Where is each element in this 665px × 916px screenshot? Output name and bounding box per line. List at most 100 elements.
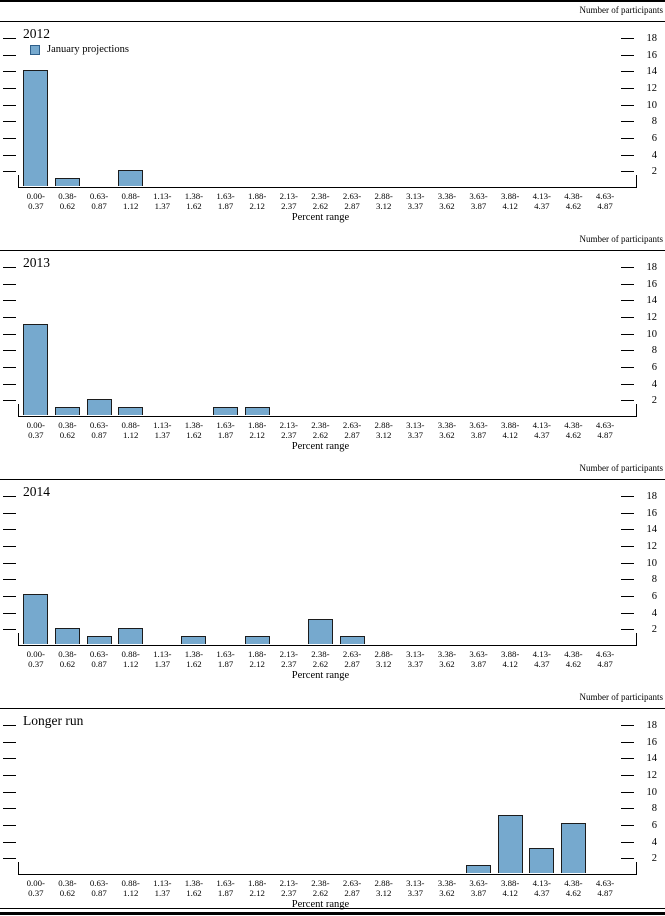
x-tick-label-line1: 3.63- (469, 649, 488, 659)
y-tick-left (3, 758, 16, 760)
y-tick-left (3, 808, 16, 810)
bar-0.38-0.62 (54, 407, 80, 416)
x-tick-label: 0.38- 0.62 (52, 420, 84, 440)
y-tick-right (621, 629, 634, 631)
x-tick-label-line2: 3.62 (439, 201, 455, 211)
bar-slot (336, 28, 368, 186)
y-tick-label: 12 (646, 541, 658, 552)
x-tick-label-line2: 3.87 (470, 430, 487, 440)
x-tick-label: 0.38- 0.62 (52, 649, 84, 669)
x-tick-label-line1: 2.88- (374, 191, 393, 201)
bar-4.13-4.37 (529, 848, 555, 874)
x-tick-label-line2: 3.87 (470, 659, 487, 669)
y-tick-label: 6 (651, 820, 657, 831)
y-tick-label: 16 (646, 507, 658, 519)
bars-row (20, 486, 621, 645)
x-tick-label-line2: 2.87 (344, 888, 360, 898)
x-tick-label-line1: 1.63- (216, 191, 235, 201)
x-tick-label-line2: 4.87 (597, 888, 613, 898)
bar-0.38-0.62 (54, 627, 80, 645)
y-tick-right (621, 383, 634, 385)
y-tick-right (621, 104, 634, 106)
y-tick-label: 14 (646, 524, 658, 536)
bar-slot (115, 486, 147, 645)
panel-header-rule (0, 708, 665, 709)
x-tick-label-line1: 0.63- (89, 420, 109, 430)
x-tick-label-line2: 4.87 (597, 201, 613, 211)
x-tick-label-line2: 4.37 (534, 888, 550, 898)
bar-0.63-0.87 (86, 398, 112, 416)
x-tick-label-line1: 2.13- (279, 420, 298, 430)
y-tick-label: 12 (646, 770, 658, 781)
x-tick-label: 4.13- 4.37 (526, 878, 558, 898)
x-tick-label: 0.38- 0.62 (52, 191, 84, 211)
x-tick-label: 2.13- 2.37 (273, 649, 305, 669)
x-tick-label-line1: 1.38- (184, 420, 204, 430)
x-tick-label-line2: 2.37 (281, 659, 297, 669)
y-tick-label: 18 (646, 491, 658, 502)
x-tick-label: 4.63- 4.87 (589, 420, 621, 440)
x-tick-labels-row: 0.00- 0.37 0.38- 0.62 0.63- 0.87 0.88- 1.12 1.13… (20, 649, 621, 669)
bottom-rule-thick (0, 912, 665, 915)
x-tick-label-line2: 2.62 (312, 430, 329, 440)
x-tick-label: 4.63- 4.87 (589, 191, 621, 211)
bar-0.38-0.62 (54, 178, 80, 187)
x-tick-label: 2.88- 3.12 (368, 191, 400, 211)
x-tick-label: 4.13- 4.37 (526, 420, 558, 440)
x-tick-label: 3.63- 3.87 (463, 420, 495, 440)
x-tick-label-line1: 4.13- (532, 191, 551, 201)
panel-header-rule (0, 250, 665, 251)
x-tick-label-line1: 1.13- (153, 649, 172, 659)
y-tick-left (3, 300, 16, 302)
x-tick-label-line1: 0.38- (58, 649, 77, 659)
x-tick-label-line1: 2.88- (374, 649, 393, 659)
x-tick-label-line1: 3.38- (437, 420, 457, 430)
x-tick-label-line2: 1.62 (186, 430, 202, 440)
y-tick-right (621, 858, 634, 860)
panel-2014: Number of participants 2014 2 4 6 8 10 12 14 16… (0, 458, 665, 687)
x-tick-label: 0.00- 0.37 (20, 191, 52, 211)
bar-slot (147, 715, 179, 873)
x-tick-label-line1: 0.00- (26, 878, 45, 888)
bar-slot (273, 257, 305, 415)
x-tick-label: 3.13- 3.37 (400, 649, 432, 669)
x-tick-label: 4.38- 4.62 (558, 878, 590, 898)
x-tick-label: 3.63- 3.87 (463, 878, 495, 898)
y-tick-right (621, 350, 634, 352)
x-tick-label-line2: 1.87 (217, 430, 234, 440)
y-tick-right (621, 400, 634, 402)
y-tick-right (621, 333, 634, 335)
bar-slot (20, 715, 52, 873)
x-tick-label-line1: 2.88- (374, 878, 393, 888)
x-tick-label-line1: 2.13- (279, 649, 298, 659)
bar-3.88-4.12 (497, 815, 523, 874)
y-tick-left (3, 138, 16, 139)
x-tick-label-line1: 2.13- (279, 878, 298, 888)
x-tick-label-line1: 1.88- (248, 191, 267, 201)
bars-row (20, 28, 621, 187)
bar-slot (336, 715, 368, 873)
bar-slot (431, 28, 463, 186)
bar-2.38-2.62 (307, 619, 333, 645)
x-tick-label-line1: 1.38- (184, 649, 204, 659)
x-tick-label-line1: 3.13- (406, 191, 425, 201)
bar-slot (210, 715, 242, 873)
y-tick-left (3, 562, 16, 564)
x-tick-label-line1: 2.63- (342, 649, 362, 659)
y-tick-left (3, 725, 16, 726)
y-tick-label: 14 (646, 753, 658, 765)
bar-1.88-2.12 (244, 636, 270, 645)
x-tick-label-line1: 3.88- (501, 878, 520, 888)
x-tick-label-line2: 1.62 (186, 659, 202, 669)
y-tick-left (3, 612, 16, 614)
x-axis-title: Percent range (291, 212, 350, 223)
x-tick-label-line1: 4.63- (595, 649, 615, 659)
x-tick-label: 1.38- 1.62 (178, 420, 210, 440)
x-tick-label-line1: 1.13- (153, 420, 172, 430)
panel-2012: Number of participants 2012 January proj… (0, 0, 665, 229)
x-tick-label-line1: 3.13- (406, 878, 425, 888)
bar-slot (178, 257, 210, 415)
x-tick-label-line2: 1.62 (186, 201, 202, 211)
x-tick-label-line2: 0.62 (59, 201, 76, 211)
